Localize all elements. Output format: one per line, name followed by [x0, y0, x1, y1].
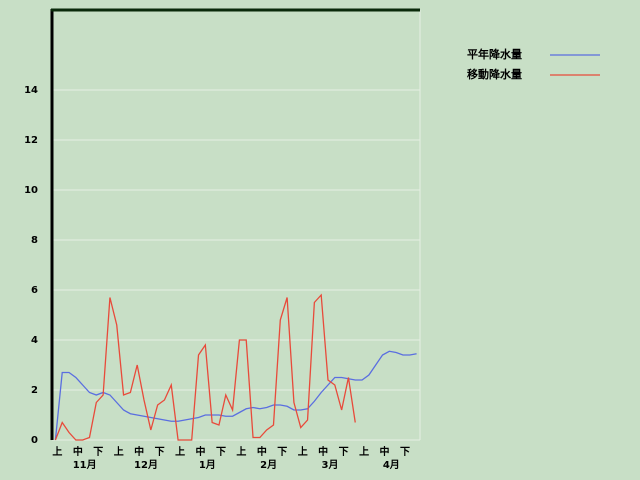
y-tick-label: 0	[31, 435, 38, 446]
x-tick-label: 上	[236, 445, 246, 458]
x-group-label: 3月	[322, 459, 339, 471]
x-tick-label: 上	[52, 445, 62, 458]
y-tick-label: 14	[24, 85, 38, 96]
x-tick-label: 上	[359, 445, 369, 458]
x-tick-label: 中	[380, 445, 390, 458]
x-tick-label: 下	[277, 446, 287, 458]
y-tick-label: 2	[31, 385, 38, 396]
x-group-label: 11月	[73, 459, 97, 471]
x-tick-label: 下	[216, 446, 226, 458]
y-tick-label: 10	[24, 185, 38, 196]
x-tick-label: 下	[339, 446, 349, 458]
x-tick-label: 下	[400, 446, 410, 458]
x-group-label: 1月	[199, 459, 216, 471]
x-group-label: 12月	[134, 459, 158, 471]
legend-label: 移動降水量	[467, 67, 522, 81]
x-tick-label: 下	[155, 446, 165, 458]
x-tick-label: 中	[134, 445, 144, 458]
y-tick-label: 8	[31, 235, 38, 246]
x-tick-label: 上	[298, 445, 308, 458]
y-tick-label: 12	[24, 135, 38, 146]
x-tick-label: 中	[73, 445, 83, 458]
x-group-label: 2月	[260, 459, 277, 471]
x-tick-label: 下	[93, 446, 103, 458]
x-tick-label: 上	[114, 445, 124, 458]
x-tick-label: 上	[175, 445, 185, 458]
series-line	[54, 350, 417, 441]
x-tick-label: 中	[257, 445, 267, 458]
x-tick-label: 中	[196, 445, 206, 458]
y-tick-label: 6	[31, 285, 38, 296]
x-tick-label: 中	[318, 445, 328, 458]
legend-label: 平年降水量	[467, 47, 522, 61]
y-tick-label: 4	[31, 335, 38, 346]
x-group-label: 4月	[383, 459, 400, 471]
series-line	[54, 293, 356, 441]
